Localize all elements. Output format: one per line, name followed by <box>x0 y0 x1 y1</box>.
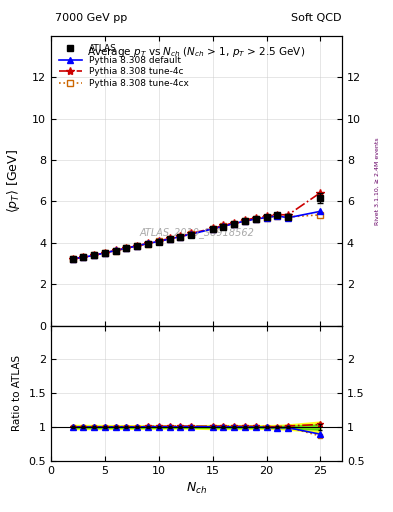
Y-axis label: Ratio to ATLAS: Ratio to ATLAS <box>12 355 22 431</box>
Text: Average $p_T$ vs $N_{ch}$ ($N_{ch}$ > 1, $p_T$ > 2.5 GeV): Average $p_T$ vs $N_{ch}$ ($N_{ch}$ > 1,… <box>87 45 306 58</box>
Text: ATLAS_2010_S8918562: ATLAS_2010_S8918562 <box>139 227 254 238</box>
Legend: ATLAS, Pythia 8.308 default, Pythia 8.308 tune-4c, Pythia 8.308 tune-4cx: ATLAS, Pythia 8.308 default, Pythia 8.30… <box>55 40 193 92</box>
Text: Rivet 3.1.10, ≥ 2.4M events: Rivet 3.1.10, ≥ 2.4M events <box>374 137 379 225</box>
X-axis label: $N_{ch}$: $N_{ch}$ <box>186 481 207 496</box>
Y-axis label: $\langle p_T \rangle$ [GeV]: $\langle p_T \rangle$ [GeV] <box>5 148 22 212</box>
Text: 7000 GeV pp: 7000 GeV pp <box>55 13 127 23</box>
Text: Soft QCD: Soft QCD <box>292 13 342 23</box>
